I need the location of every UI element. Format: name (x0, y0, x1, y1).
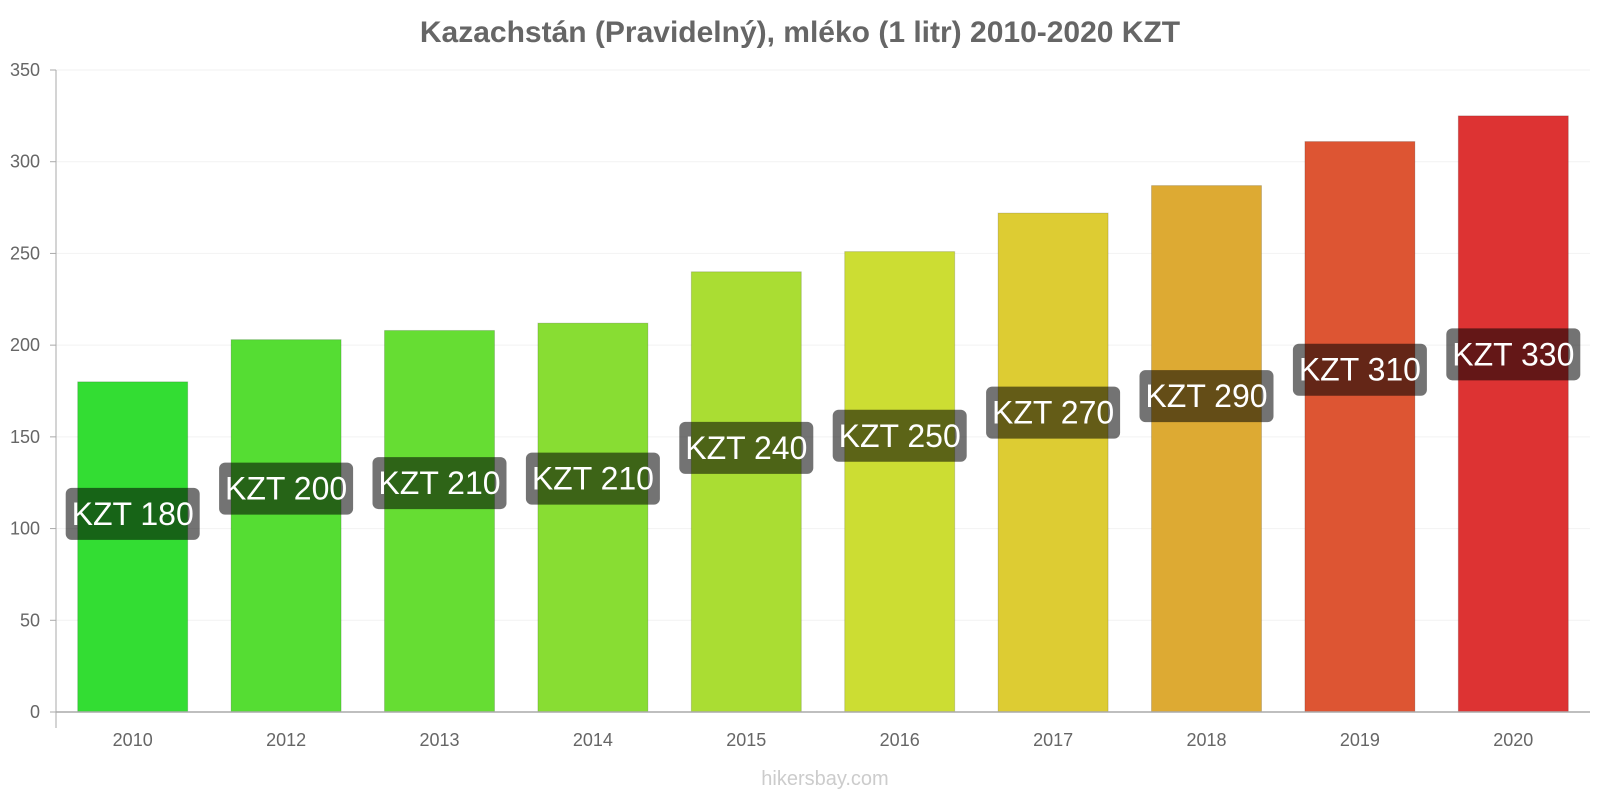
x-tick-label: 2020 (1493, 730, 1533, 750)
bar-2016 (844, 251, 956, 713)
x-tick-label: 2013 (419, 730, 459, 750)
x-tick-label: 2010 (113, 730, 153, 750)
y-tick-label: 200 (10, 335, 40, 355)
bar-2015 (690, 271, 802, 713)
y-tick-label: 350 (10, 60, 40, 80)
data-label-box (1446, 328, 1581, 381)
data-label-box (1292, 343, 1427, 396)
data-label: KZT 250 (839, 418, 961, 454)
x-tick-label: 2016 (880, 730, 920, 750)
bars (77, 115, 1569, 713)
data-label-box (525, 452, 660, 505)
y-tick-label: 150 (10, 427, 40, 447)
y-tick-label: 50 (20, 610, 40, 630)
x-tick-label: 2017 (1033, 730, 1073, 750)
data-label-box (832, 409, 967, 462)
y-tick-label: 300 (10, 152, 40, 172)
data-label: KZT 210 (378, 465, 500, 501)
bar-2020 (1457, 115, 1569, 713)
chart-title: Kazachstán (Pravidelný), mléko (1 litr) … (419, 16, 1181, 49)
data-label: KZT 310 (1299, 352, 1421, 388)
x-tick-label: 2012 (266, 730, 306, 750)
watermark: hikersbay.com (761, 768, 889, 790)
x-tick-label: 2015 (726, 730, 766, 750)
x-tick-label: 2014 (573, 730, 613, 750)
bar-2017 (997, 212, 1109, 713)
data-label: KZT 200 (225, 471, 347, 507)
bar-2014 (537, 322, 649, 713)
y-tick-label: 0 (30, 702, 40, 722)
bar-2019 (1304, 141, 1416, 713)
y-tick-label: 250 (10, 243, 40, 263)
x-tick-label: 2019 (1340, 730, 1380, 750)
data-label: KZT 210 (532, 461, 654, 497)
data-label: KZT 270 (992, 395, 1114, 431)
data-label: KZT 180 (72, 496, 194, 532)
data-label: KZT 240 (685, 430, 807, 466)
x-axis: 2010 2012 2013 2014 2015 2016 2017 2018 2019 2020 (56, 711, 1590, 750)
data-label-box (679, 421, 814, 474)
x-tick-label: 2018 (1186, 730, 1226, 750)
data-label-box (65, 487, 200, 540)
data-label-box (1139, 370, 1274, 423)
data-label: KZT 330 (1452, 336, 1574, 372)
y-tick-label: 100 (10, 519, 40, 539)
bar-2012 (230, 339, 342, 713)
data-label-box (219, 462, 354, 515)
data-labels: KZT 180 KZT 200 KZT 210 KZT 210 KZT 240 KZT 2… (65, 328, 1581, 540)
data-label: KZT 290 (1145, 378, 1267, 414)
data-label-box (986, 386, 1121, 439)
data-label-box (372, 457, 507, 510)
bar-2018 (1151, 185, 1262, 713)
bar-2013 (384, 329, 495, 713)
y-axis: 0 50 100 150 200 250 300 350 (10, 60, 57, 728)
bar-2010 (77, 381, 189, 713)
